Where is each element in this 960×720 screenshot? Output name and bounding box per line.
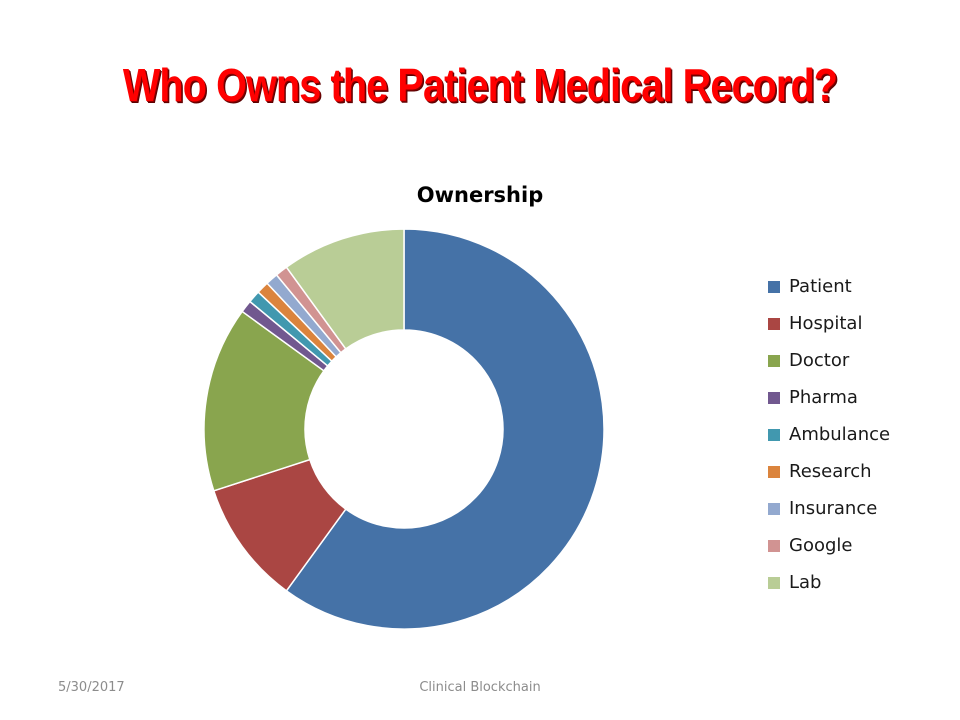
legend-item-insurance: Insurance [768, 490, 948, 527]
legend-item-pharma: Pharma [768, 379, 948, 416]
legend-label: Patient [789, 276, 852, 297]
legend-swatch [768, 354, 780, 367]
legend-label: Insurance [789, 498, 878, 519]
footer-center-text: Clinical Blockchain [419, 680, 541, 695]
legend-item-research: Research [768, 453, 948, 490]
legend-label: Research [789, 461, 872, 482]
legend-label: Hospital [789, 313, 863, 334]
chart-title: Ownership [416, 183, 544, 207]
donut-slice-lab [285, 228, 405, 350]
chart-legend: Patient Hospital Doctor Pharma Ambulance Rese… [768, 268, 948, 601]
legend-item-patient: Patient [768, 268, 948, 305]
legend-item-lab: Lab [768, 564, 948, 601]
legend-label: Lab [789, 572, 822, 593]
legend-label: Pharma [789, 387, 858, 408]
legend-swatch [768, 465, 780, 478]
legend-item-ambulance: Ambulance [768, 416, 948, 453]
legend-swatch [768, 502, 780, 515]
legend-swatch [768, 428, 780, 441]
legend-swatch [768, 280, 780, 293]
slide-title: Who Owns the Patient Medical Record? [122, 59, 838, 111]
legend-item-google: Google [768, 527, 948, 564]
footer-date: 5/30/2017 [58, 680, 125, 695]
legend-swatch [768, 539, 780, 552]
donut-slice-patient [285, 228, 605, 630]
legend-label: Doctor [789, 350, 850, 371]
legend-swatch [768, 317, 780, 330]
legend-label: Google [789, 535, 853, 556]
legend-item-doctor: Doctor [768, 342, 948, 379]
legend-item-hospital: Hospital [768, 305, 948, 342]
legend-label: Ambulance [789, 424, 891, 445]
legend-swatch [768, 391, 780, 404]
legend-swatch [768, 576, 780, 589]
